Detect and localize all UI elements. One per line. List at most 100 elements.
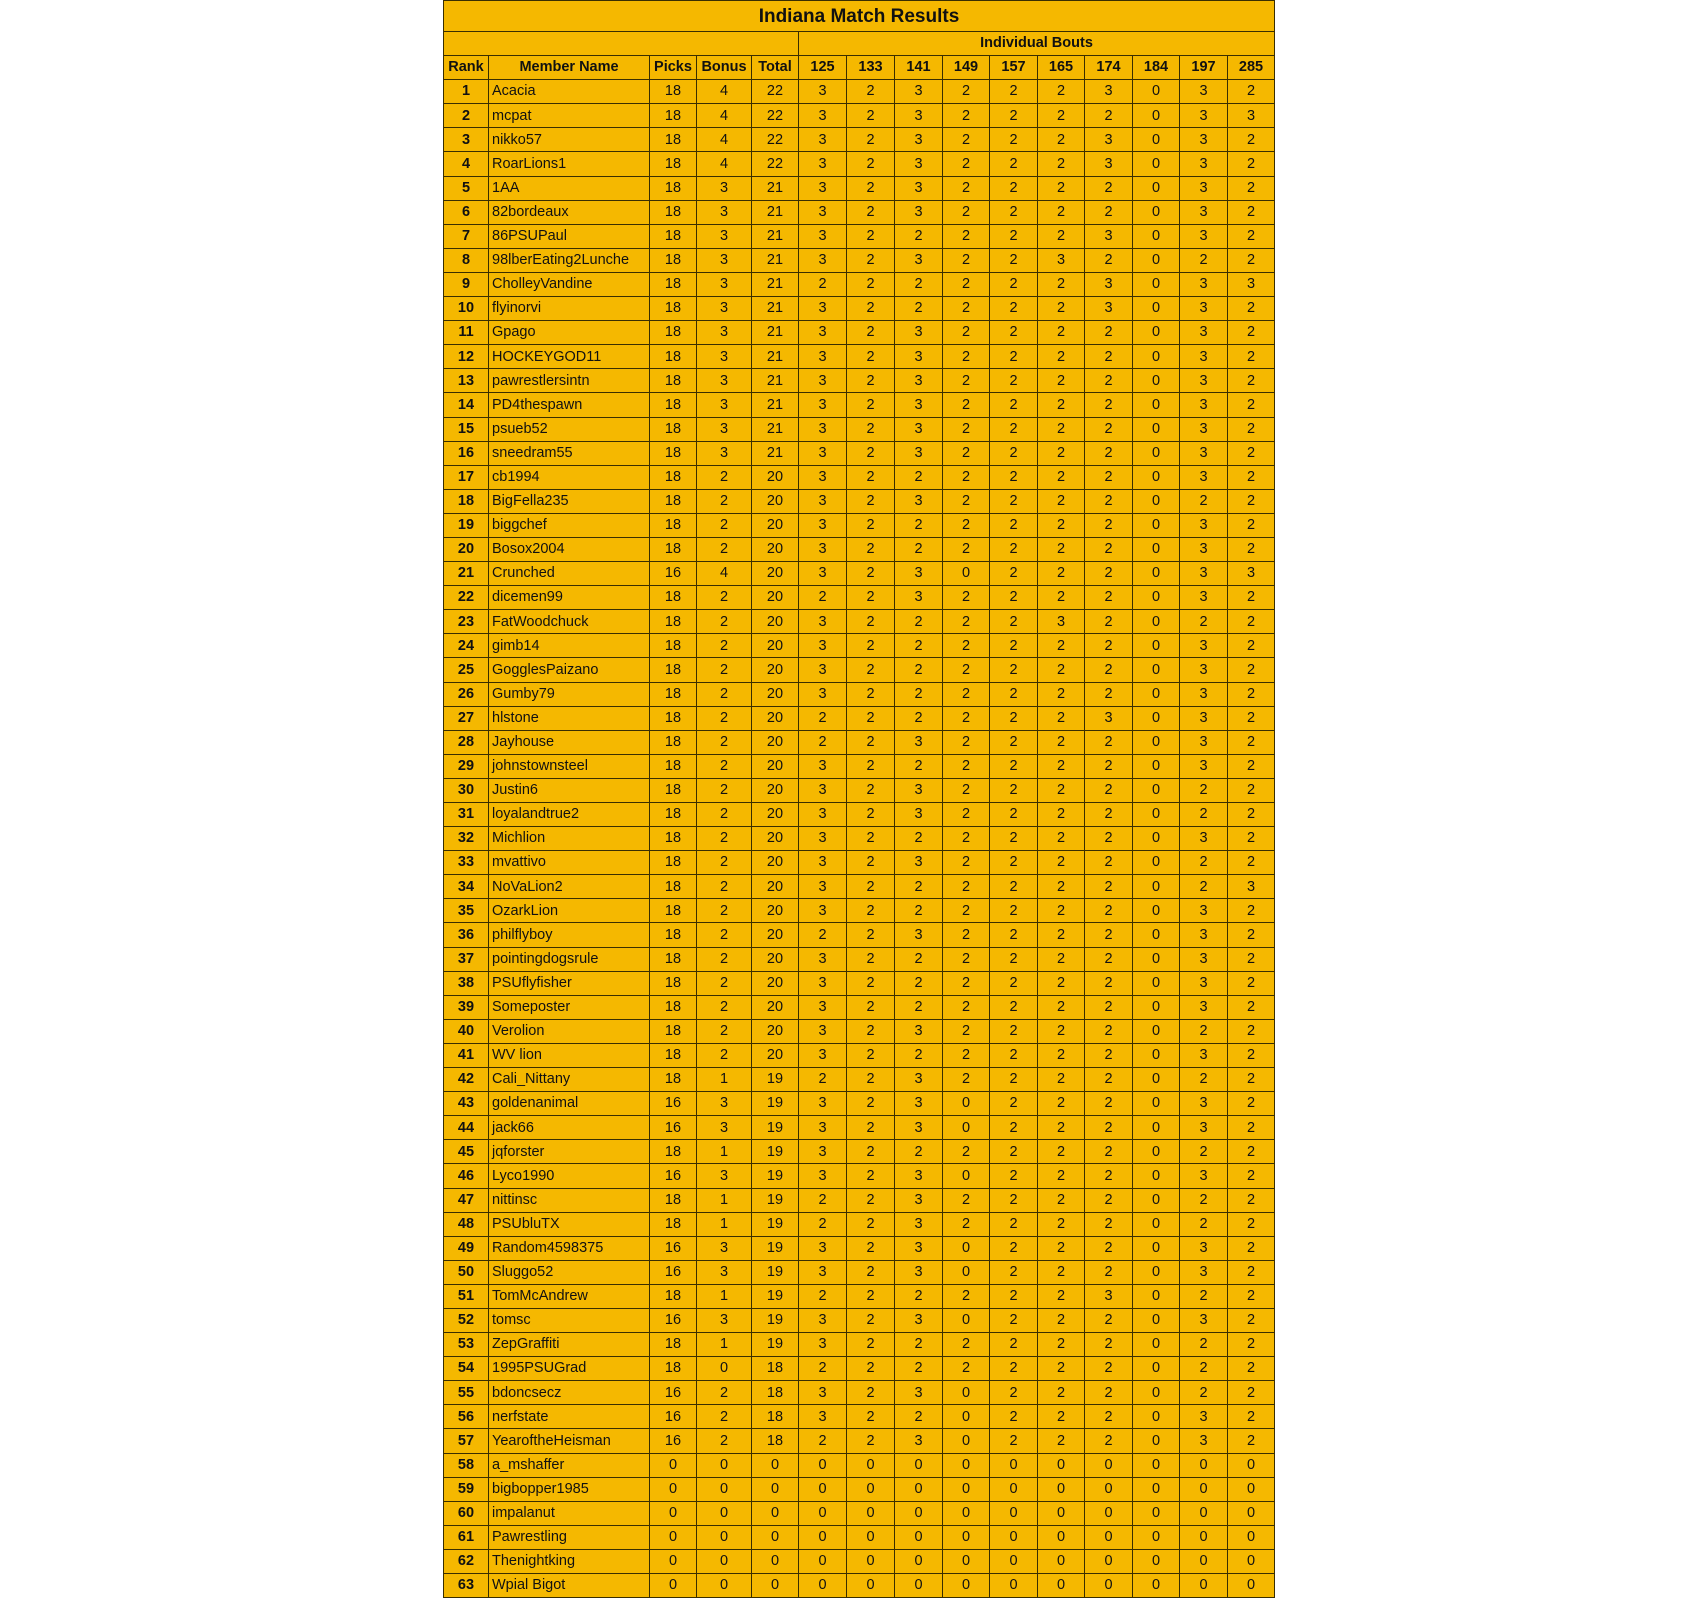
score-cell: 2 (942, 1211, 990, 1237)
member-name-cell: RoarLions1 (488, 151, 650, 177)
rank-cell: 20 (443, 536, 489, 563)
score-cell: 0 (696, 1452, 752, 1478)
score-cell: 3 (1227, 874, 1275, 900)
score-cell: 3 (798, 826, 847, 852)
score-cell: 2 (894, 1139, 943, 1165)
member-name-cell: Gumby79 (488, 681, 650, 707)
member-name-cell: HOCKEYGOD11 (488, 344, 650, 370)
column-header: 165 (1037, 55, 1085, 81)
score-cell: 0 (649, 1476, 697, 1502)
score-cell: 20 (751, 922, 799, 948)
score-cell: 0 (1132, 1524, 1180, 1550)
score-cell: 0 (1132, 898, 1180, 924)
score-cell: 2 (1227, 850, 1275, 876)
score-cell: 3 (1179, 898, 1228, 924)
score-cell: 0 (989, 1572, 1038, 1599)
score-cell: 2 (1084, 1187, 1133, 1213)
score-cell: 2 (942, 1067, 990, 1093)
score-cell: 18 (649, 898, 697, 924)
score-cell: 3 (798, 850, 847, 876)
score-cell: 0 (1227, 1524, 1275, 1550)
score-cell: 2 (1227, 368, 1275, 394)
score-cell: 18 (649, 488, 697, 514)
score-cell: 2 (1227, 1163, 1275, 1189)
score-cell: 0 (798, 1500, 847, 1526)
table-row: 26 Gumby79 18 2 20 3 2 2 2 2 2 2 0 3 2 (443, 681, 1275, 707)
score-cell: 18 (751, 1356, 799, 1382)
score-cell: 0 (894, 1452, 943, 1478)
score-cell: 3 (894, 1259, 943, 1285)
column-header-row: Rank Member Name Picks Bonus Total 125 133 141 1… (443, 55, 1275, 81)
rank-cell: 36 (443, 922, 489, 948)
score-cell: 3 (1179, 729, 1228, 755)
score-cell: 20 (751, 970, 799, 996)
score-cell: 18 (649, 946, 697, 972)
score-cell: 2 (846, 922, 895, 948)
score-cell: 2 (846, 536, 895, 563)
score-cell: 19 (751, 1211, 799, 1237)
score-cell: 2 (1227, 392, 1275, 418)
score-cell: 2 (894, 1404, 943, 1430)
score-cell: 2 (1179, 247, 1228, 273)
score-cell: 3 (798, 1042, 847, 1069)
score-cell: 2 (942, 271, 990, 298)
score-cell: 1 (696, 1139, 752, 1165)
score-cell: 2 (1227, 970, 1275, 996)
score-cell: 2 (942, 705, 990, 731)
score-cell: 3 (696, 199, 752, 225)
rank-cell: 61 (443, 1524, 489, 1550)
member-name-cell: BigFella235 (488, 488, 650, 514)
score-cell: 3 (798, 609, 847, 635)
score-cell: 3 (798, 392, 847, 418)
score-cell: 2 (1037, 440, 1085, 466)
score-cell: 0 (1132, 1042, 1180, 1069)
member-name-cell: PD4thespawn (488, 392, 650, 418)
score-cell: 2 (989, 440, 1038, 466)
score-cell: 3 (798, 561, 847, 587)
score-cell: 3 (696, 1115, 752, 1141)
score-cell: 18 (649, 922, 697, 948)
score-cell: 2 (989, 536, 1038, 563)
score-cell: 0 (1132, 994, 1180, 1020)
score-cell: 0 (1179, 1548, 1228, 1575)
rank-cell: 63 (443, 1572, 489, 1599)
score-cell: 20 (751, 1018, 799, 1044)
score-cell: 0 (942, 1235, 990, 1261)
rank-cell: 21 (443, 561, 489, 587)
table-row: 50 Sluggo52 16 3 19 3 2 3 0 2 2 2 0 3 2 (443, 1259, 1275, 1285)
score-cell: 3 (894, 175, 943, 201)
score-cell: 18 (649, 753, 697, 779)
score-cell: 2 (1227, 536, 1275, 563)
member-name-cell: nittinsc (488, 1187, 650, 1213)
member-name-cell: pawrestlersintn (488, 368, 650, 394)
score-cell: 2 (1084, 440, 1133, 466)
score-cell: 18 (649, 296, 697, 322)
score-cell: 2 (1084, 850, 1133, 876)
score-cell: 0 (989, 1476, 1038, 1502)
score-cell: 3 (798, 344, 847, 370)
score-cell: 2 (1037, 464, 1085, 490)
score-cell: 0 (1132, 1139, 1180, 1165)
score-cell: 2 (846, 1091, 895, 1117)
score-cell: 3 (894, 392, 943, 418)
score-cell: 2 (894, 296, 943, 322)
rank-cell: 10 (443, 296, 489, 322)
score-cell: 18 (649, 1211, 697, 1237)
score-cell: 0 (1132, 1187, 1180, 1213)
member-name-cell: johnstownsteel (488, 753, 650, 779)
score-cell: 2 (989, 1139, 1038, 1165)
score-cell: 0 (942, 1307, 990, 1334)
score-cell: 2 (846, 681, 895, 707)
score-cell: 3 (798, 1139, 847, 1165)
score-cell: 2 (1227, 1042, 1275, 1069)
score-cell: 0 (798, 1476, 847, 1502)
score-cell: 0 (1132, 1067, 1180, 1093)
score-cell: 0 (942, 1548, 990, 1575)
score-cell: 3 (798, 512, 847, 538)
member-name-cell: CholleyVandine (488, 271, 650, 298)
score-cell: 2 (846, 801, 895, 828)
score-cell: 2 (1084, 609, 1133, 635)
score-cell: 20 (751, 1042, 799, 1069)
score-cell: 0 (942, 561, 990, 587)
score-cell: 2 (1227, 777, 1275, 804)
